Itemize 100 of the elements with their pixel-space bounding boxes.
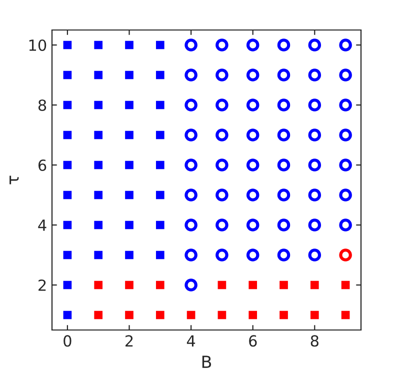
point: [184, 38, 198, 52]
point: [246, 248, 260, 262]
point: [246, 128, 260, 142]
point: [184, 218, 198, 232]
point: [308, 188, 322, 202]
point: [277, 68, 290, 82]
point: [308, 68, 322, 82]
point: [184, 248, 198, 262]
point: [125, 160, 134, 170]
point: [156, 250, 164, 260]
point: [216, 218, 228, 232]
point: [63, 220, 72, 230]
point: [94, 160, 103, 170]
point: [341, 310, 350, 320]
point: [246, 98, 260, 112]
point: [218, 280, 226, 290]
point: [246, 188, 260, 202]
point: [341, 280, 350, 290]
point: [339, 248, 352, 262]
point: [277, 158, 290, 172]
point: [308, 248, 322, 262]
point: [184, 68, 198, 82]
point: [125, 280, 134, 290]
point: [94, 220, 103, 230]
point: [339, 68, 352, 82]
point: [216, 158, 228, 172]
point: [280, 280, 288, 290]
point: [63, 190, 72, 200]
point: [94, 250, 103, 260]
point: [339, 188, 352, 202]
y-tick-label: 8: [38, 99, 46, 112]
point: [125, 40, 134, 50]
x-axis-title: B: [202, 356, 212, 368]
point: [339, 38, 352, 52]
point: [125, 100, 134, 110]
point: [186, 310, 196, 320]
point: [277, 248, 290, 262]
point: [125, 70, 134, 80]
point: [125, 250, 134, 260]
point: [246, 68, 260, 82]
point: [63, 130, 72, 140]
point: [63, 250, 72, 260]
y-axis-title: τ: [10, 176, 19, 184]
point: [125, 310, 134, 320]
point: [339, 128, 352, 142]
point: [156, 130, 164, 140]
point: [63, 310, 72, 320]
point: [277, 188, 290, 202]
y-tick-label: 2: [38, 279, 46, 291]
point: [216, 38, 228, 52]
point: [339, 158, 352, 172]
point: [216, 98, 228, 112]
point: [94, 40, 103, 50]
point: [156, 100, 164, 110]
point: [184, 278, 198, 292]
point: [310, 310, 319, 320]
point: [184, 158, 198, 172]
point: [246, 158, 260, 172]
point: [277, 98, 290, 112]
point: [184, 188, 198, 202]
point: [94, 280, 103, 290]
point: [280, 310, 288, 320]
point: [94, 70, 103, 80]
x-tick-label: 2: [126, 335, 133, 346]
point: [94, 190, 103, 200]
point: [156, 190, 164, 200]
point: [308, 128, 322, 142]
y-tick-label: 6: [38, 159, 46, 172]
point: [125, 130, 134, 140]
point: [308, 158, 322, 172]
point: [248, 280, 258, 290]
point: [156, 70, 164, 80]
point: [339, 218, 352, 232]
point: [184, 128, 198, 142]
point: [216, 248, 228, 262]
point: [156, 310, 164, 320]
x-tick-label: 4: [186, 335, 196, 346]
point: [308, 98, 322, 112]
point: [125, 190, 134, 200]
y-tick-label: 10: [29, 39, 46, 52]
point: [63, 160, 72, 170]
point: [246, 38, 260, 52]
point: [339, 98, 352, 112]
x-tick-label: 0: [64, 335, 72, 347]
point: [63, 40, 72, 50]
point: [63, 100, 72, 110]
point: [156, 220, 164, 230]
point: [94, 130, 103, 140]
x-tick-label: 8: [310, 335, 318, 347]
point: [216, 128, 228, 142]
point: [63, 280, 72, 290]
x-tick-label: 6: [249, 335, 257, 347]
point: [94, 310, 103, 320]
point: [63, 70, 72, 80]
point: [246, 218, 260, 232]
y-tick-label: 4: [38, 220, 46, 231]
point: [125, 220, 134, 230]
point: [310, 280, 319, 290]
point: [308, 218, 322, 232]
point: [277, 128, 290, 142]
